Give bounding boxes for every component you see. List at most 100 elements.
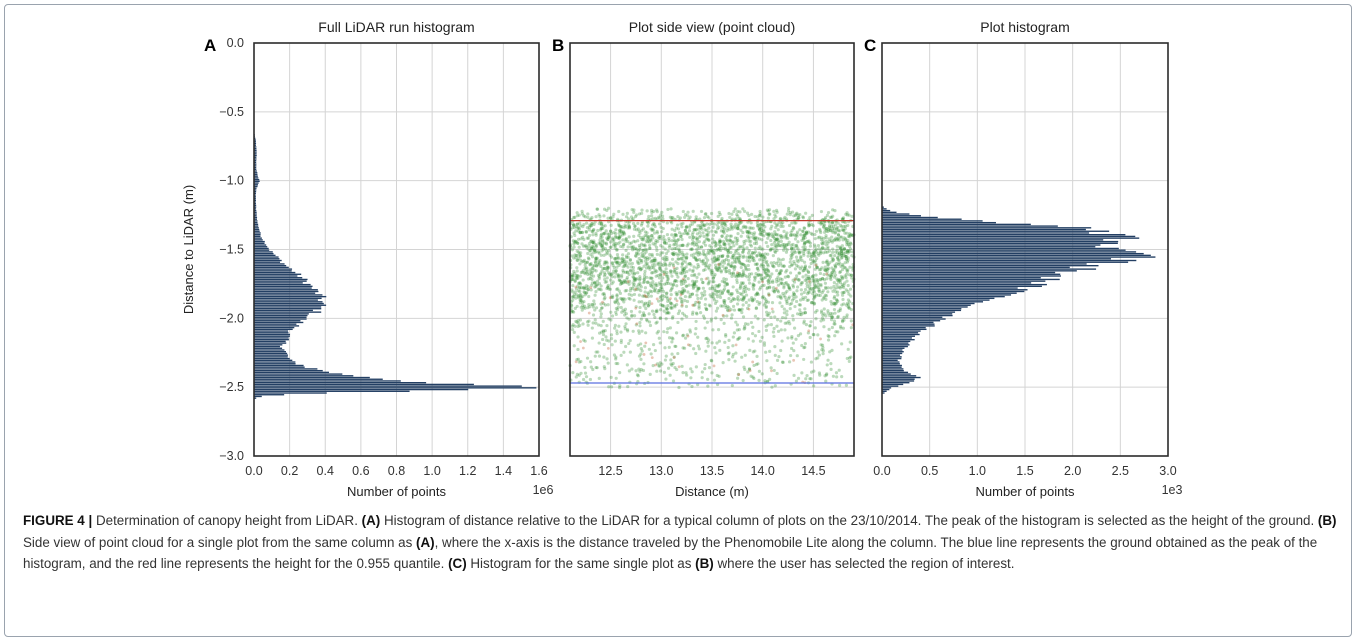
cloud-point: [655, 229, 659, 234]
histogram-bar: [254, 149, 257, 152]
cloud-point: [636, 374, 640, 378]
cloud-point: [586, 215, 590, 219]
cloud-point: [578, 230, 582, 234]
cloud-point: [822, 225, 826, 229]
cloud-point: [788, 307, 792, 311]
cloud-point: [702, 253, 706, 257]
cloud-point: [777, 221, 781, 225]
cloud-point: [632, 278, 636, 282]
cloud-point: [781, 243, 785, 247]
cloud-point: [767, 232, 771, 236]
cloud-point: [617, 273, 621, 277]
cloud-point: [739, 234, 743, 238]
cloud-point: [603, 224, 607, 228]
cloud-point: [709, 248, 713, 253]
cloud-point: [848, 340, 852, 344]
cloud-point: [783, 246, 788, 250]
cloud-point: [726, 254, 730, 259]
cloud-point: [754, 235, 758, 240]
cloud-point: [845, 243, 849, 247]
cloud-point: [739, 245, 743, 249]
cloud-point: [710, 268, 714, 272]
cloud-point: [729, 250, 733, 255]
cloud-point: [782, 245, 786, 250]
cloud-point: [693, 332, 697, 336]
histogram-bar: [254, 230, 260, 232]
cloud-point: [831, 257, 835, 261]
cloud-point: [714, 292, 719, 296]
cloud-point: [844, 238, 848, 242]
cloud-point: [844, 224, 848, 228]
cloud-point: [690, 292, 694, 296]
cloud-point: [826, 262, 830, 266]
cloud-point: [621, 233, 625, 237]
cloud-point: [701, 222, 705, 226]
cloud-point: [649, 294, 653, 298]
cloud-point: [645, 256, 649, 260]
cloud-point: [575, 304, 579, 309]
cloud-point: [718, 265, 722, 270]
histogram-bar: [254, 283, 311, 286]
cloud-point: [671, 252, 675, 256]
cloud-point: [654, 241, 658, 245]
cloud-point: [577, 245, 581, 249]
cloud-point: [835, 261, 839, 266]
cloud-point: [695, 238, 699, 242]
cloud-point: [621, 256, 625, 261]
histogram-bar: [254, 142, 257, 145]
cloud-point: [725, 282, 729, 287]
cloud-point: [575, 258, 579, 262]
cloud-point: [726, 226, 730, 231]
cloud-point: [578, 298, 582, 302]
cloud-point: [572, 225, 576, 230]
cloud-point: [675, 292, 679, 296]
cloud-point: [749, 296, 754, 300]
cloud-point: [743, 326, 747, 330]
cloud-point: [584, 284, 589, 288]
cloud-point: [845, 315, 849, 319]
cloud-point: [602, 301, 606, 306]
cloud-point: [753, 237, 757, 241]
cloud-point: [599, 306, 604, 310]
cloud-point: [669, 301, 673, 305]
histogram-bar: [882, 216, 938, 219]
cloud-point: [778, 295, 783, 299]
cloud-point: [648, 372, 652, 376]
histogram-bar: [882, 316, 943, 318]
cloud-point: [694, 351, 698, 356]
histogram-bar: [254, 292, 316, 294]
cloud-point: [583, 215, 587, 219]
cloud-point: [688, 215, 692, 219]
histogram-bar: [254, 294, 323, 296]
cloud-point: [637, 266, 642, 270]
cloud-point: [692, 252, 696, 256]
cloud-point: [762, 264, 766, 268]
cloud-point: [826, 290, 830, 294]
cloud-point: [581, 235, 585, 239]
cloud-point: [686, 210, 690, 214]
cloud-point: [810, 232, 814, 237]
histogram-bar: [254, 326, 295, 329]
cloud-point: [813, 245, 817, 249]
cloud-point: [728, 215, 732, 219]
cloud-point: [775, 237, 779, 241]
cloud-point: [650, 290, 654, 294]
cloud-point: [797, 251, 802, 255]
cloud-point: [814, 247, 818, 252]
cloud-point: [613, 339, 617, 343]
cloud-point: [704, 307, 709, 312]
cloud-point: [597, 281, 601, 286]
histogram-bar: [254, 304, 327, 306]
cloud-point: [817, 247, 821, 251]
cloud-point: [605, 267, 610, 271]
cloud-point: [785, 231, 789, 235]
cloud-point: [660, 287, 664, 291]
cloud-point: [788, 213, 792, 217]
cloud-point-red: [807, 329, 811, 333]
cloud-point: [815, 309, 819, 313]
cloud-point: [767, 277, 771, 281]
cloud-point: [839, 249, 844, 253]
cloud-point: [633, 224, 637, 229]
cloud-point: [777, 272, 781, 277]
cloud-point: [633, 277, 637, 281]
